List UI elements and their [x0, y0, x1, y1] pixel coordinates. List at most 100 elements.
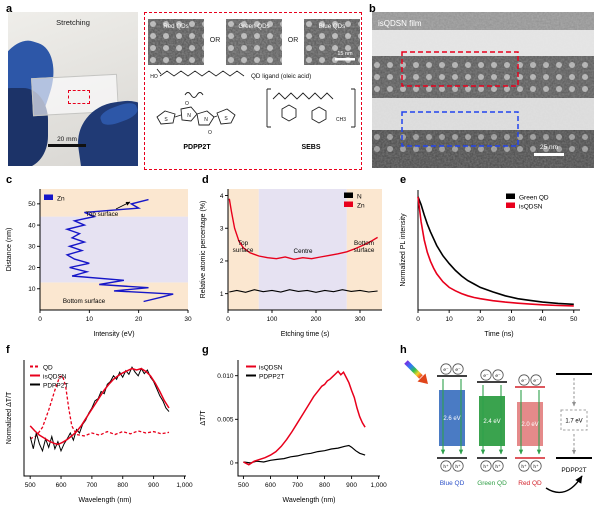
series-Zn	[228, 198, 378, 261]
x-axis-label: Intensity (eV)	[93, 331, 134, 338]
tem-noise	[372, 12, 594, 168]
plot-annotation: Bottom surface	[354, 240, 375, 254]
hole	[530, 460, 542, 472]
x-tick-label: 900	[346, 482, 357, 489]
pdpp2t-structure: S O N N O S PDPP2T	[156, 92, 236, 151]
or-label: OR	[287, 37, 299, 44]
x-tick-label: 20	[135, 316, 143, 323]
oleic-acid-structure	[159, 70, 245, 77]
series-isQDSN	[29, 367, 170, 446]
oleic-acid-bond	[156, 68, 162, 75]
legend-label: QD	[43, 365, 53, 372]
y-tick-label: 4	[220, 193, 224, 200]
tem-scale-line	[335, 58, 355, 61]
x-tick-label: 1,000	[176, 482, 193, 489]
series-PDPP2T	[243, 444, 366, 464]
plot-band	[258, 189, 347, 310]
qd-name: Green QD	[477, 480, 507, 487]
electron	[452, 363, 464, 375]
panel-label-f: f	[6, 344, 10, 356]
thiophene-ring	[156, 110, 176, 125]
x-tick-label: 800	[319, 482, 330, 489]
tem-scale-label: 15 nm	[337, 51, 353, 57]
chart-atomic-percentage: 0 100 200 300 1 2 3 4 Etching time (s) Relative a…	[200, 189, 382, 338]
panel-label-a: a	[6, 3, 13, 15]
x-tick-label: 500	[25, 482, 36, 489]
chemical-structures: HO QD ligand (oleic acid) S O N N O S PD…	[150, 68, 356, 151]
qd-materials-panel: Red QDs OR Green QDs OR Blue QDs 15 nm H…	[144, 12, 362, 170]
tem-label: Green QDs	[238, 23, 269, 30]
x-axis-label: Wavelength (nm)	[282, 497, 335, 504]
tem-cross-section: isQDSN film 25 nm	[372, 12, 594, 168]
electron	[440, 363, 452, 375]
tem-noise	[226, 19, 282, 65]
sebs-label: SEBS	[301, 144, 320, 151]
hole	[518, 460, 530, 472]
photo-scale-label: 20 mm	[57, 136, 77, 143]
bottom-surface-box	[401, 111, 519, 147]
plot-annotation: Centre	[294, 248, 313, 255]
chart-dtt: 500 600 700 800 900 1,000 0 0.005 0.010 Wavelengt…	[200, 360, 387, 504]
electron-label: e⁻	[533, 379, 539, 384]
chart-zn-depth-profile: 0 10 20 30 10 20 30 40 50 Intensity (eV) Distance …	[6, 189, 192, 338]
legend-swatch	[344, 192, 353, 198]
y-tick-label: 3	[220, 226, 224, 233]
tem-label: Blue QDs	[319, 23, 345, 30]
panel-label-c: c	[6, 174, 13, 186]
series-isQDSN	[417, 196, 574, 307]
x-tick-label: 30	[184, 316, 192, 323]
x-tick-label: 10	[446, 316, 454, 323]
y-axis-label: Relative atomic percentage (%)	[200, 201, 207, 299]
x-tick-label: 800	[117, 482, 128, 489]
pdpp2t-label: PDPP2T	[183, 144, 211, 151]
x-tick-label: 200	[311, 316, 322, 323]
photo-scale-line	[48, 144, 86, 147]
hole	[492, 460, 504, 472]
y-tick-label: 0	[230, 460, 234, 467]
legend-label: Zn	[57, 196, 65, 203]
qd-name: Blue QD	[440, 480, 465, 487]
chart-normalized-dtt: 500 600 700 800 900 1,000 Wavelength (nm) Norma…	[6, 360, 193, 504]
axes-spines	[23, 360, 186, 477]
x-tick-label: 100	[267, 316, 278, 323]
n-atom-label: N	[204, 117, 208, 123]
axes-spines	[237, 360, 380, 477]
y-tick-label: 2	[220, 258, 224, 265]
scale-bar-line	[534, 153, 564, 156]
panel-label-b: b	[369, 3, 376, 15]
s-atom-label: S	[164, 117, 168, 123]
ligand-label: QD ligand (oleic acid)	[251, 73, 311, 80]
x-axis-label: Time (ns)	[484, 331, 513, 338]
y-axis-label: Normalized ΔT/T	[6, 391, 13, 444]
benzene-ring	[311, 106, 327, 124]
x-tick-label: 300	[355, 316, 366, 323]
panel-label-e: e	[400, 174, 407, 186]
tem-noise	[304, 19, 360, 65]
y-tick-label: 0.005	[217, 417, 234, 424]
y-tick-label: 10	[28, 286, 36, 293]
x-tick-label: 40	[539, 316, 547, 323]
bandgap-value: 2.6 eV	[443, 416, 460, 422]
electron	[518, 374, 530, 386]
electron-label: e⁻	[521, 379, 527, 384]
electron-label: e⁻	[495, 374, 501, 379]
series-Green QD	[417, 196, 574, 306]
qd-column-3: 2.0 eV e⁻ h⁺ e⁻ h⁺ Red QD	[515, 374, 545, 487]
electron-label: e⁻	[443, 368, 449, 373]
x-tick-label: 900	[148, 482, 159, 489]
legend-label: Zn	[357, 203, 365, 210]
x-tick-label: 500	[238, 482, 249, 489]
polymer-column: 1.7 eV PDPP2T	[556, 373, 592, 474]
tem-blue-qds: Blue QDs 15 nm	[304, 19, 360, 65]
y-tick-label: 20	[28, 265, 36, 272]
y-axis-label: Normalized PL intensity	[400, 213, 407, 287]
electron-label: e⁻	[483, 374, 489, 379]
x-tick-label: 700	[86, 482, 97, 489]
annotation-arrow	[115, 201, 131, 210]
hole-label: h⁺	[443, 464, 449, 470]
tem-label: Red QDs	[163, 23, 188, 30]
y-axis-label: ΔT/T	[200, 410, 207, 426]
sebs-structure: CH3 SEBS	[266, 88, 356, 151]
electron-label: e⁻	[455, 368, 461, 373]
